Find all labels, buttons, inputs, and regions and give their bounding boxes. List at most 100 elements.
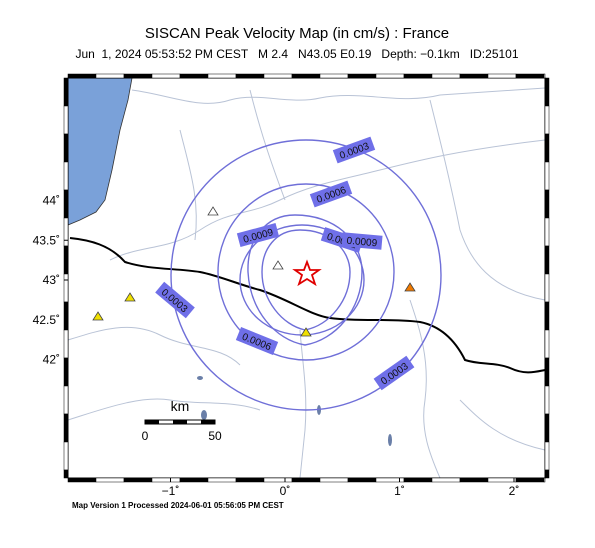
frame-seg [67, 477, 97, 483]
stations [92, 206, 416, 337]
frame-seg [291, 477, 321, 483]
frame-seg [63, 301, 69, 331]
epicenter [292, 259, 322, 287]
lat-label: 42˚ [43, 353, 60, 367]
contour-label-box [155, 281, 195, 319]
lon-label: 2˚ [509, 484, 520, 498]
contour-label-box [341, 232, 383, 250]
frame-seg [487, 477, 517, 483]
frame-seg [347, 477, 377, 483]
frame-seg [291, 73, 321, 79]
frame-seg [63, 217, 69, 247]
frame-seg [544, 441, 550, 471]
frame-seg [459, 477, 489, 483]
frame-seg [263, 477, 293, 483]
scale-bar-seg [173, 420, 187, 424]
frame-seg [544, 217, 550, 247]
land [68, 78, 545, 478]
scale-bar-seg [145, 420, 159, 424]
frame-border [63, 73, 550, 483]
footer: Map Version 1 Processed 2024-06-01 05:56… [72, 501, 284, 510]
frame-seg [63, 189, 69, 219]
frame-seg [543, 73, 546, 79]
lat-label: 43˚ [43, 273, 60, 287]
frame-seg [63, 105, 69, 135]
frame-seg [544, 357, 550, 387]
frame-seg [403, 477, 433, 483]
frame-seg [63, 161, 69, 191]
frame-seg [544, 301, 550, 331]
frame-seg [179, 477, 209, 483]
frame-seg [63, 77, 69, 107]
sea [67, 77, 133, 226]
frame-seg [544, 413, 550, 443]
axis-labels: 44˚ 43.5˚ 43˚ 42.5˚ 42˚ −1˚ 0˚ 1˚ 2˚ [33, 194, 520, 499]
frame-seg [235, 477, 265, 483]
frame-seg [263, 73, 293, 79]
frame-seg [207, 73, 237, 79]
frame-seg [319, 73, 349, 79]
frame-seg [179, 73, 209, 79]
lon-label: 1˚ [394, 484, 405, 498]
frame-seg [544, 133, 550, 163]
frame-seg [63, 273, 69, 303]
scale-unit: km [171, 398, 190, 414]
frame-seg [544, 273, 550, 303]
frame-seg [487, 73, 517, 79]
frame-seg [544, 161, 550, 191]
frame-seg [123, 477, 153, 483]
contour-label-box [309, 180, 353, 208]
frame-seg [63, 385, 69, 415]
lon-label: 0˚ [280, 484, 291, 498]
frame-seg [63, 413, 69, 443]
frame-seg [543, 477, 546, 483]
frame-seg [67, 73, 97, 79]
scale-start: 0 [142, 429, 149, 443]
frame-seg [63, 133, 69, 163]
frame-seg [544, 189, 550, 219]
rivers [67, 87, 546, 479]
frame-seg [63, 441, 69, 471]
frame-seg [151, 73, 181, 79]
lat-label: 43.5˚ [33, 233, 60, 247]
subtitle: Jun 1, 2024 05:53:52 PM CEST M 2.4 N43.0… [75, 47, 518, 61]
lat-label: 42.5˚ [33, 313, 60, 327]
scale-bar: km 0 50 [142, 398, 222, 443]
contour-label-box [373, 355, 415, 391]
frame-seg [63, 469, 69, 479]
frame-seg [544, 77, 550, 107]
frame-seg [123, 73, 153, 79]
title: SISCAN Peak Velocity Map (in cm/s) : Fra… [145, 25, 449, 42]
frame-seg [544, 385, 550, 415]
frame-seg [375, 73, 405, 79]
frame-seg [207, 477, 237, 483]
frame-seg [63, 357, 69, 387]
frame-seg [544, 245, 550, 275]
contour-label: 0.0009 [341, 232, 383, 250]
frame-seg [403, 73, 433, 79]
contour-label-box [235, 327, 279, 355]
lat-label: 44˚ [43, 194, 60, 208]
contour-label-text: 0.0009 [346, 236, 378, 250]
frame-seg [544, 469, 550, 479]
frame-seg [347, 73, 377, 79]
frame-seg [95, 477, 125, 483]
contour-label-box [332, 136, 376, 164]
frame-seg [431, 477, 461, 483]
frame-seg [544, 329, 550, 359]
frame-seg [544, 105, 550, 135]
frame-seg [151, 477, 181, 483]
frame-seg [235, 73, 265, 79]
frame-seg [95, 73, 125, 79]
scale-end: 50 [208, 429, 222, 443]
frame-seg [63, 329, 69, 359]
scale-bar-seg [201, 420, 215, 424]
frame-seg [63, 245, 69, 275]
frame-seg [515, 73, 545, 79]
frame-seg [431, 73, 461, 79]
frame-seg [459, 73, 489, 79]
contour-label-box [236, 223, 280, 247]
frame-seg [319, 477, 349, 483]
